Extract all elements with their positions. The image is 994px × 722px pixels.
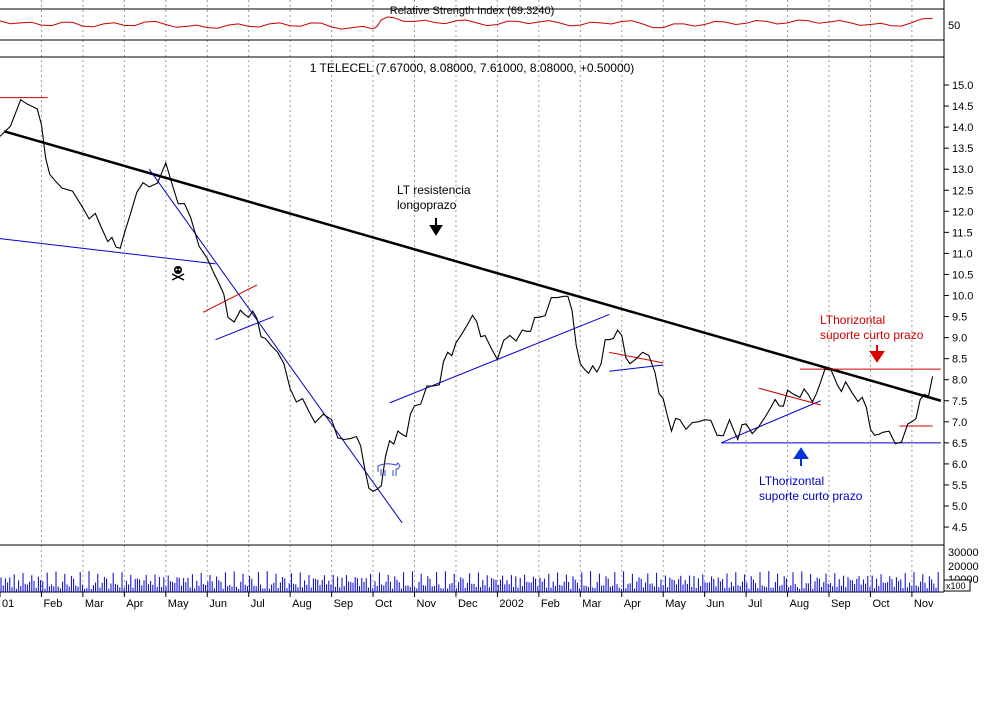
- down-arrow-black-icon: [429, 218, 443, 236]
- skull-crossbones-icon: [171, 266, 185, 281]
- bull-icon: [377, 462, 401, 476]
- y-tick-label: 8.0: [952, 375, 967, 387]
- x-tick-label: 01: [2, 598, 14, 610]
- y-tick-label: 8.5: [952, 354, 967, 366]
- annotation-lt-resistencia-line2: longoprazo: [397, 198, 457, 212]
- rsi-title: Relative Strength Index (69.3240): [390, 5, 555, 17]
- x-tick-label: Nov: [914, 598, 934, 610]
- rsi-line: [0, 16, 933, 30]
- y-tick-label: 14.5: [952, 101, 973, 113]
- y-tick-label: 6.0: [952, 459, 967, 471]
- support-line: [0, 238, 216, 265]
- main-title: 1 TELECEL (7.67000, 8.08000, 7.61000, 8.…: [310, 61, 635, 75]
- y-tick-label: 4.5: [952, 522, 967, 534]
- x-tick-label: Jul: [251, 598, 265, 610]
- flag-line-blue: [609, 364, 664, 372]
- x-tick-label: Dec: [458, 598, 478, 610]
- long-term-resistance-line: [3, 130, 942, 402]
- price-axis: 15.0 14.5 14.0 13.5 13.0 12.5 12.0 11.5 11.0 10.5…: [944, 80, 973, 534]
- time-axis: 01 Feb Mar Apr May Jun Jul Aug Sep Oct Nov Dec 2002 F…: [0, 592, 934, 610]
- vertical-grid: [40, 0, 913, 592]
- x-tick-label: Apr: [126, 598, 143, 610]
- y-tick-label: 13.5: [952, 143, 973, 155]
- x-tick-label: Nov: [417, 598, 437, 610]
- channel-line: [215, 316, 274, 341]
- y-tick-label: 9.5: [952, 312, 967, 324]
- y-tick-label: 7.0: [952, 417, 967, 429]
- volume-unit-label: x100: [946, 581, 966, 591]
- x-tick-label: Aug: [292, 598, 312, 610]
- y-tick-label: 10.0: [952, 291, 973, 303]
- y-tick-label: 14.0: [952, 122, 973, 134]
- rsi-tick-label: 50: [948, 20, 960, 32]
- x-tick-label: May: [168, 598, 189, 610]
- x-tick-label: Feb: [43, 598, 62, 610]
- y-tick-label: 12.5: [952, 185, 973, 197]
- x-tick-label: May: [665, 598, 686, 610]
- x-tick-label: Aug: [790, 598, 810, 610]
- x-tick-label: Jul: [748, 598, 762, 610]
- trend-lines: [0, 97, 942, 524]
- x-tick-label: Sep: [334, 598, 354, 610]
- up-arrow-blue-icon: [793, 447, 809, 466]
- annotation-lthorizontal-red-line1: LThorizontal: [820, 313, 885, 327]
- x-tick-label: Oct: [872, 598, 889, 610]
- annotation-lthorizontal-blue-line1: LThorizontal: [759, 474, 824, 488]
- x-tick-label: Sep: [831, 598, 851, 610]
- y-tick-label: 6.5: [952, 438, 967, 450]
- y-tick-label: 10.5: [952, 269, 973, 281]
- y-tick-label: 9.0: [952, 333, 967, 345]
- volume-tick-20000: 20000: [948, 561, 979, 573]
- flag-line-red: [609, 351, 664, 364]
- resistance-line-red: [758, 387, 821, 406]
- y-tick-label: 5.5: [952, 480, 967, 492]
- annotation-lthorizontal-blue-line2: suporte curto prazo: [759, 489, 863, 503]
- uptrend-line: [389, 313, 610, 404]
- y-tick-label: 13.0: [952, 164, 973, 176]
- x-tick-label: Apr: [624, 598, 641, 610]
- rsi-panel: Relative Strength Index (69.3240) 50: [0, 5, 960, 41]
- annotation-lthorizontal-red-line2: suporte curto prazo: [820, 328, 924, 342]
- x-tick-label: Jun: [707, 598, 725, 610]
- volume-unit-box: [943, 579, 971, 592]
- y-tick-label: 12.0: [952, 206, 973, 218]
- x-tick-label: Feb: [541, 598, 560, 610]
- x-tick-label: Oct: [375, 598, 392, 610]
- y-tick-label: 11.5: [952, 227, 973, 239]
- y-tick-label: 7.5: [952, 396, 967, 408]
- price-line: [0, 98, 934, 492]
- volume-bars: [0, 571, 939, 592]
- rising-support-line: [721, 400, 821, 444]
- x-tick-label: 2002: [499, 598, 523, 610]
- down-arrow-red-icon: [869, 345, 885, 363]
- annotation-lt-resistencia-line1: LT resistencia: [397, 183, 471, 197]
- channel-line-red: [202, 284, 258, 313]
- y-tick-label: 15.0: [952, 80, 973, 92]
- x-tick-label: Mar: [582, 598, 601, 610]
- y-tick-label: 5.0: [952, 501, 967, 513]
- x-tick-label: Jun: [209, 598, 227, 610]
- x-tick-label: Mar: [85, 598, 104, 610]
- downtrend-line: [148, 168, 403, 524]
- volume-tick-30000: 30000: [948, 547, 979, 559]
- y-tick-label: 11.0: [952, 248, 973, 260]
